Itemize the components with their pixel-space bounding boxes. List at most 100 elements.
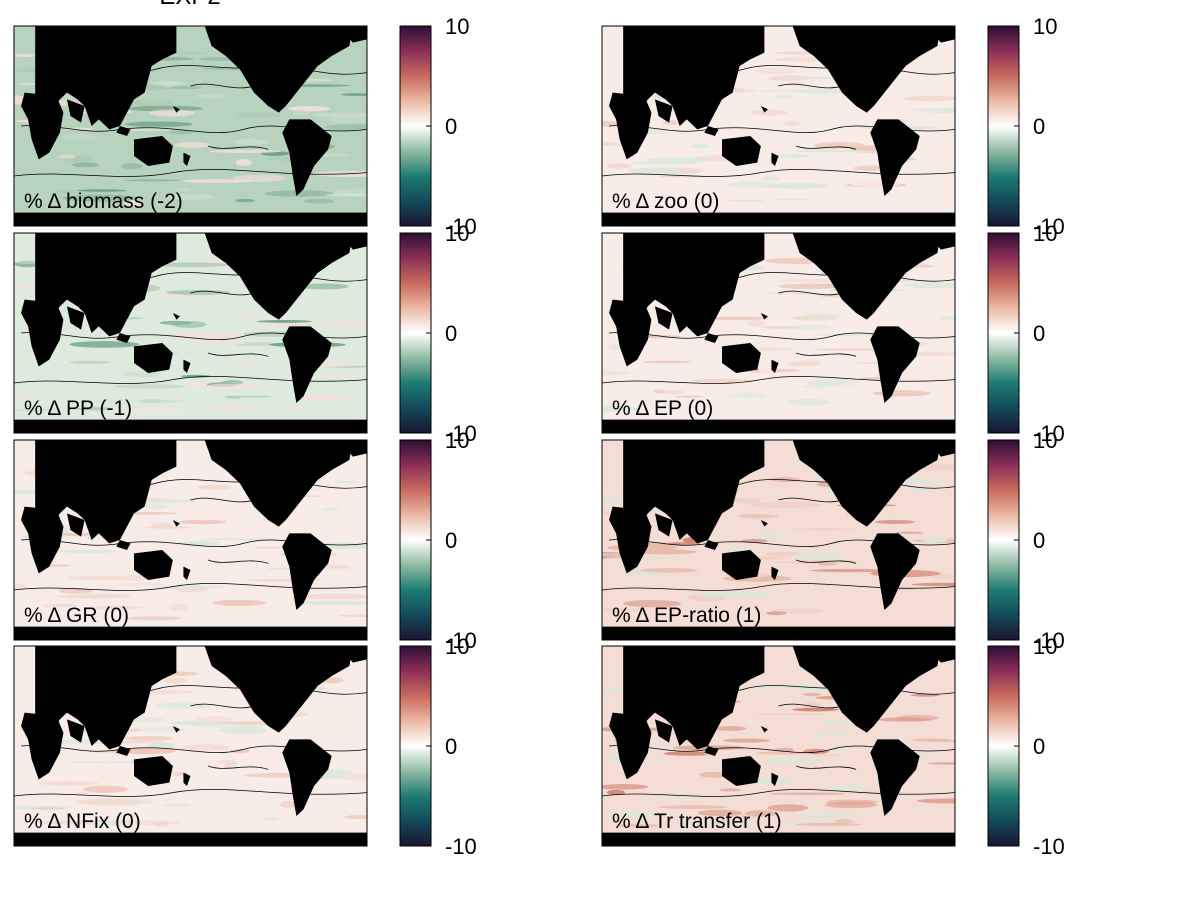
field-streak [894, 367, 945, 374]
colorbar-gradient [399, 439, 432, 641]
field-streak [235, 313, 264, 318]
field-streak [653, 131, 711, 135]
field-streak [148, 109, 195, 117]
field-streak [166, 502, 211, 508]
field-streak [287, 105, 331, 112]
field-streak [793, 553, 846, 560]
field-streak [937, 316, 955, 320]
field-streak [158, 293, 207, 299]
field-streak [132, 334, 168, 341]
field-streak [901, 330, 949, 334]
field-streak [179, 519, 227, 525]
land-mass [282, 533, 332, 610]
field-streak [280, 801, 296, 808]
colorbar-tick-label: 10 [1033, 14, 1057, 39]
field-streak [890, 374, 949, 382]
field-streak [233, 139, 270, 146]
map-frame [13, 232, 368, 434]
field-streak [814, 141, 865, 149]
colorbar: 10 0 -10 [987, 634, 1065, 859]
field-streak [74, 791, 90, 795]
field-streak [75, 798, 143, 806]
map-frame [13, 25, 368, 227]
contour-line [190, 497, 255, 503]
field-streak [71, 162, 99, 168]
contour-line [208, 145, 269, 150]
contour-line [602, 169, 955, 177]
contour-line [208, 765, 269, 770]
field-streak [602, 491, 630, 494]
field-streak [726, 181, 780, 189]
panel-label: % Δ zoo (0) [612, 190, 719, 213]
contour-line [609, 745, 955, 753]
field-streak [606, 163, 633, 169]
field-streak [194, 604, 264, 610]
field-streak [617, 823, 660, 828]
field-streak [164, 343, 186, 348]
field-streak [301, 593, 367, 600]
land-mass [14, 212, 367, 226]
field-streak [663, 751, 717, 756]
field-streak [701, 165, 735, 172]
field-streak [121, 371, 162, 378]
land-mass [870, 326, 920, 403]
field-streak [180, 744, 230, 751]
map-frame [13, 645, 368, 847]
contour-line [21, 332, 367, 340]
contour-line [14, 376, 367, 384]
figure-title: EXP2 [159, 0, 220, 10]
field-streak [821, 719, 853, 726]
land-mass [204, 233, 353, 320]
field-streak [727, 110, 751, 116]
field-streak [77, 189, 127, 192]
field-streak [606, 789, 625, 796]
field-streak [913, 120, 950, 128]
field-streak [919, 526, 935, 534]
field-streak [324, 612, 367, 615]
contour-line [609, 332, 955, 340]
contour-line [42, 271, 367, 282]
field-streak [895, 531, 925, 534]
field-streak [56, 594, 131, 599]
map-frame [601, 439, 956, 641]
field-streak [743, 719, 810, 725]
field-streak [746, 319, 764, 328]
field-streak [62, 194, 138, 202]
field-streak [124, 121, 193, 127]
field-streak [324, 321, 367, 327]
field-streak [817, 561, 838, 566]
land-mass [134, 343, 173, 373]
contour-line [609, 539, 955, 547]
field-streak [89, 606, 144, 610]
land-mass [66, 513, 85, 537]
contour-line [21, 539, 367, 547]
field-streak [658, 805, 729, 809]
field-streak [776, 95, 793, 99]
land-mass [14, 626, 367, 640]
map-panel: % Δ EP-ratio (1) [601, 439, 956, 641]
land-mass [926, 233, 955, 250]
field-streak [677, 822, 752, 825]
field-streak [696, 591, 770, 599]
field-streak [14, 408, 63, 412]
field-streak [197, 484, 232, 490]
field-streak [754, 712, 828, 716]
map-frame [13, 439, 368, 641]
field-streak [158, 304, 232, 310]
contour-line [208, 352, 269, 357]
field-streak [777, 76, 839, 80]
field-streak [85, 399, 142, 403]
field-streak [726, 392, 768, 399]
field-streak [824, 801, 878, 809]
colorbar-tick-label: 10 [445, 14, 469, 39]
field-streak [14, 53, 37, 58]
map-panel: % Δ EP (0) [601, 232, 956, 434]
field-streak [749, 501, 823, 508]
field-streak [42, 603, 77, 608]
land-mass [35, 646, 177, 750]
field-streak [66, 761, 135, 764]
field-streak [58, 154, 77, 159]
field-streak [122, 575, 147, 582]
colorbar: 10 0 -10 [987, 428, 1065, 653]
field-streak [334, 480, 359, 484]
